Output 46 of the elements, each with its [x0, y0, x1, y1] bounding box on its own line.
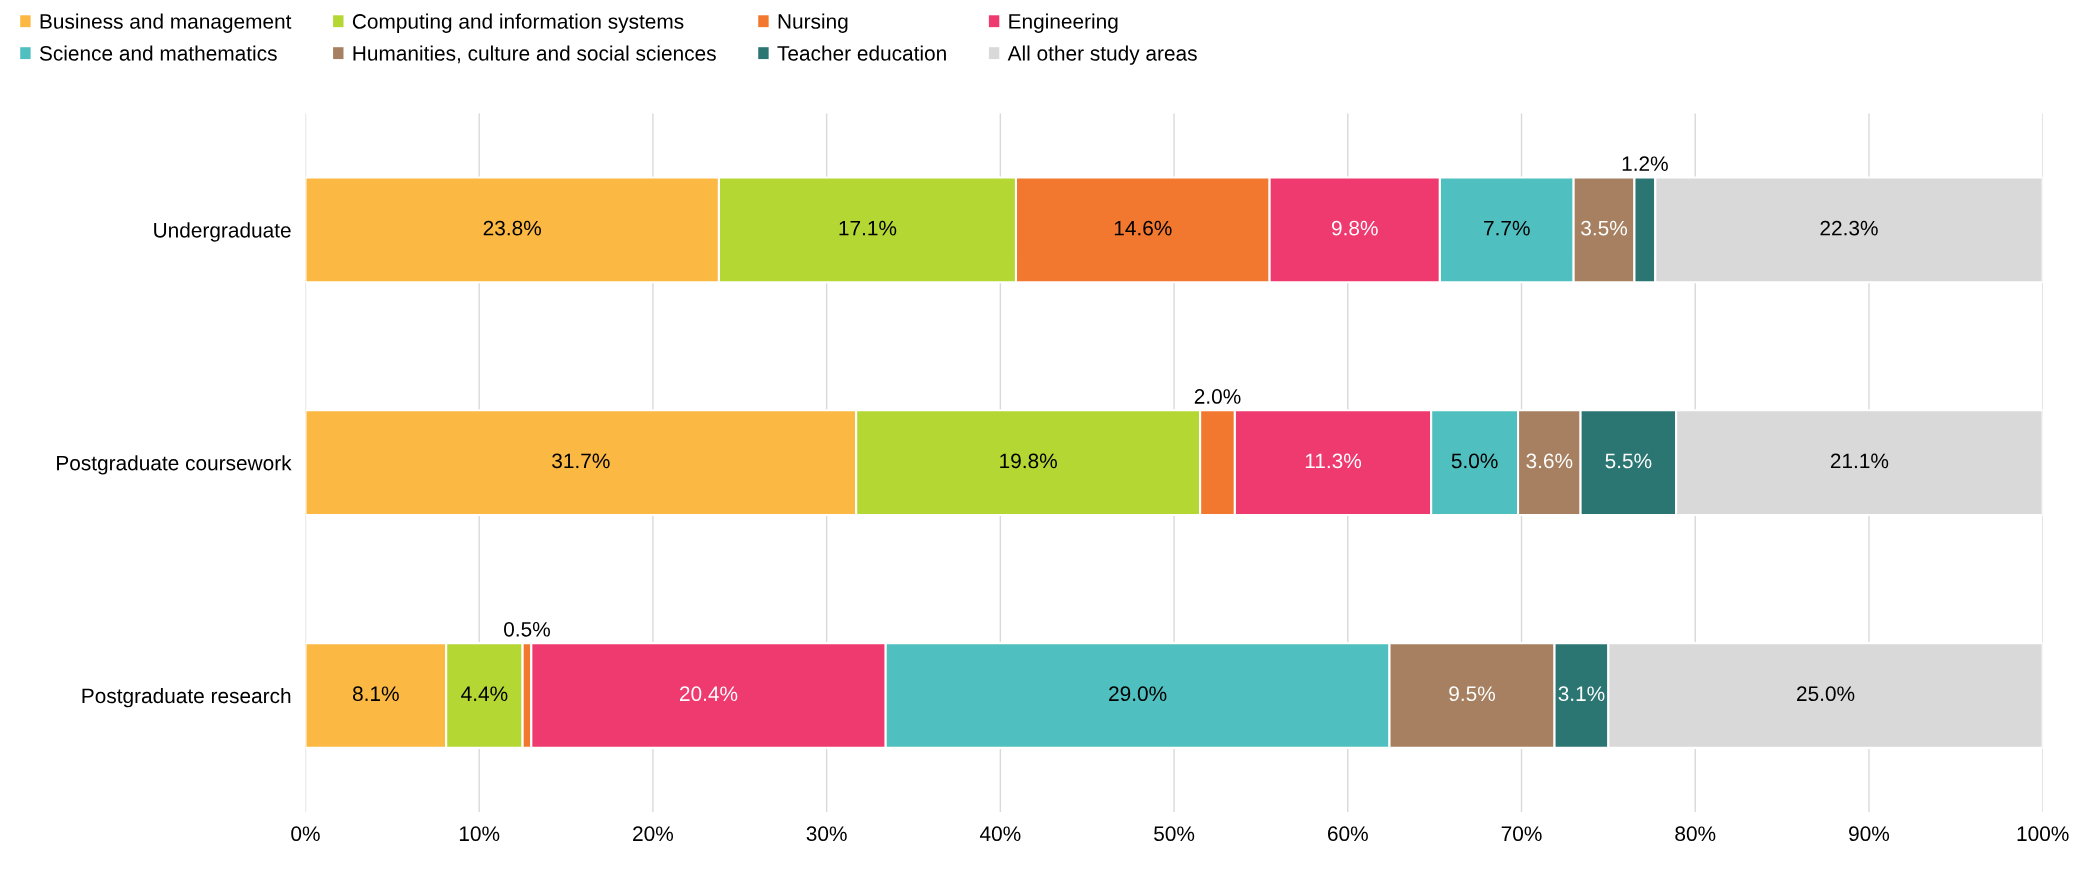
data-label: 3.6%: [1526, 453, 1573, 469]
data-label: 29.0%: [1109, 686, 1167, 702]
legend-label: Teacher education: [777, 45, 946, 61]
data-label: 3.1%: [1558, 686, 1605, 702]
legend-label: Engineering: [1009, 13, 1118, 33]
x-tick-label: 20%: [633, 826, 674, 842]
data-label: 1.2%: [1622, 156, 1668, 171]
data-label: 17.1%: [839, 220, 897, 236]
data-label: 20.4%: [680, 686, 738, 702]
x-tick-label: 0%: [291, 826, 320, 842]
y-tick-label: Postgraduate research: [82, 687, 291, 708]
y-tick-label: Undergraduate: [154, 222, 291, 242]
data-label: 8.1%: [352, 686, 399, 702]
data-label: 0.5%: [504, 621, 550, 637]
data-label: 23.8%: [483, 220, 541, 236]
legend-label: All other study areas: [1007, 45, 1197, 65]
data-label: 5.5%: [1605, 453, 1652, 469]
legend-label: Business and management: [40, 13, 292, 33]
x-tick-label: 40%: [979, 826, 1021, 842]
data-label: 7.7%: [1484, 220, 1530, 236]
data-label: 25.0%: [1797, 686, 1855, 702]
x-tick-label: 70%: [1501, 826, 1542, 842]
data-label: 4.4%: [461, 686, 508, 701]
x-tick-label: 80%: [1675, 826, 1716, 842]
y-tick-label: Postgraduate coursework: [57, 455, 292, 475]
data-label: 19.8%: [1000, 453, 1057, 469]
x-tick-label: 100%: [2017, 826, 2069, 842]
legend-label: Humanities, culture and social sciences: [353, 45, 716, 64]
data-label: 22.3%: [1820, 220, 1878, 236]
legend-label: Nursing: [778, 13, 848, 33]
x-tick-label: 30%: [806, 826, 847, 842]
data-label: 21.1%: [1830, 453, 1889, 469]
data-label: 2.0%: [1194, 389, 1241, 404]
x-tick-label: 10%: [459, 826, 500, 842]
legend-label: Computing and information systems: [352, 13, 684, 33]
data-label: 31.7%: [552, 453, 610, 469]
data-label: 9.5%: [1449, 686, 1495, 702]
x-tick-label: 60%: [1328, 826, 1368, 842]
data-label: 11.3%: [1305, 453, 1362, 469]
data-label: 5.0%: [1451, 453, 1498, 469]
x-tick-label: 50%: [1154, 826, 1195, 842]
data-label: 14.6%: [1114, 220, 1172, 236]
legend-label: Science and mathematics: [39, 45, 277, 61]
data-label: 9.8%: [1331, 220, 1378, 236]
x-tick-label: 90%: [1849, 826, 1890, 842]
data-label: 3.5%: [1581, 220, 1628, 236]
